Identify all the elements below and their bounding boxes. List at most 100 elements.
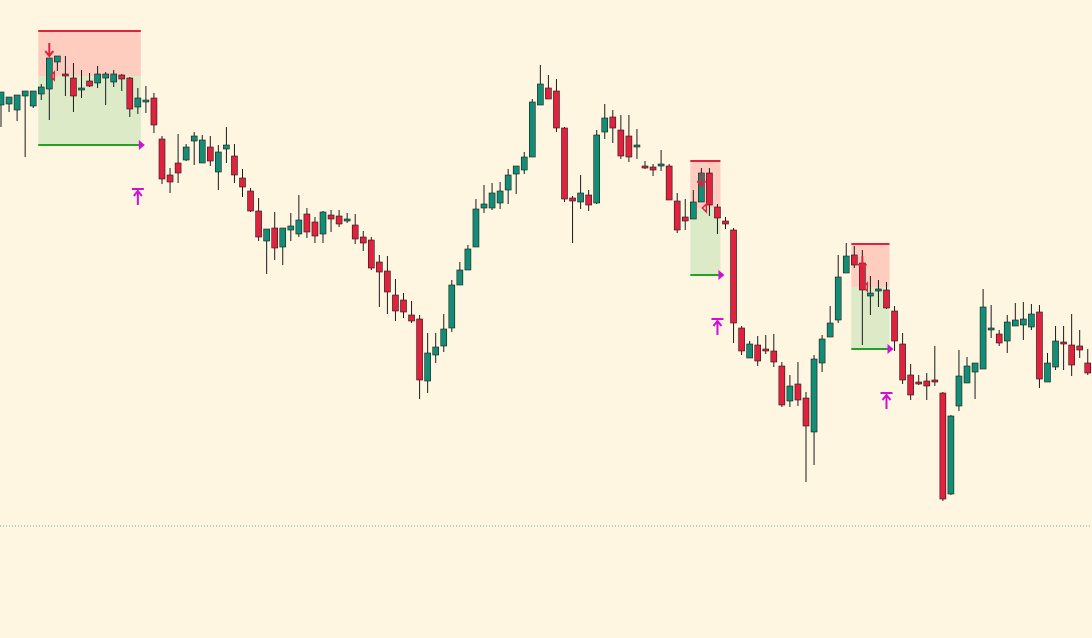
candle-67 [537, 65, 544, 106]
bull-candle-body [786, 385, 794, 402]
bull-candle-body [1052, 340, 1059, 368]
candle-39 [311, 217, 319, 243]
bear-candle-body [995, 333, 1003, 344]
candle-101 [810, 355, 818, 465]
candle-0 [0, 91, 5, 127]
candle-75 [601, 104, 609, 139]
bear-candle-body [150, 97, 158, 126]
candle-18 [142, 86, 150, 113]
candle-119 [955, 350, 963, 411]
bear-candle-body [883, 289, 890, 309]
candle-65 [520, 152, 528, 174]
candle-112 [899, 333, 906, 384]
candle-44 [351, 214, 359, 244]
bull-candle-body [512, 165, 520, 175]
bull-candle-body [456, 269, 464, 286]
candle-113 [907, 364, 914, 400]
bear-candle-body [174, 162, 182, 174]
bear-candle-body [553, 90, 560, 129]
candle-128 [1028, 304, 1035, 330]
candle-19 [150, 93, 158, 133]
bear-candle-body [915, 381, 923, 385]
candle-83 [665, 164, 673, 201]
candle-125 [1003, 315, 1011, 353]
bear-candle-body [641, 165, 649, 169]
bull-candle-body [198, 139, 206, 164]
candle-34 [271, 212, 279, 260]
bear-candle-body [850, 254, 858, 266]
bear-candle-body [303, 213, 311, 233]
bull-candle-body [867, 292, 874, 297]
bull-candle-body [29, 90, 37, 107]
candle-11 [86, 73, 93, 87]
bear-candle-body [376, 261, 383, 273]
candle-42 [335, 210, 343, 227]
bull-candle-body [472, 208, 480, 248]
candle-51 [408, 301, 415, 323]
bear-candle-body [617, 129, 625, 157]
bear-candle-body [730, 229, 737, 324]
bear-candle-body [762, 348, 770, 352]
candles-group [0, 55, 1092, 501]
bear-candle-body [770, 350, 778, 363]
candle-131 [1052, 326, 1059, 370]
bear-candle-body [166, 174, 174, 183]
candle-114 [915, 375, 923, 385]
bull-candle-body [190, 135, 198, 142]
candle-61 [488, 183, 496, 210]
bear-candle-body [609, 116, 617, 129]
exit-arrow-icon [131, 188, 144, 205]
bear-candle-body [649, 166, 657, 171]
bear-candle-body [665, 165, 673, 201]
bull-candle-body [142, 99, 150, 103]
bear-candle-body [62, 73, 69, 77]
candle-56 [448, 280, 456, 332]
exit-arrow-icon [880, 392, 893, 409]
candle-52 [416, 315, 423, 399]
candle-54 [432, 333, 440, 363]
candle-31 [247, 188, 254, 212]
candle-80 [641, 161, 649, 169]
candle-102 [818, 335, 826, 372]
bull-candle-body [110, 73, 117, 83]
bull-candle-body [955, 375, 963, 407]
bear-candle-body [400, 299, 407, 313]
candle-20 [158, 136, 166, 184]
candle-93 [746, 341, 753, 359]
bear-candle-body [681, 216, 689, 222]
candle-49 [392, 279, 399, 321]
candle-95 [762, 335, 770, 354]
candle-24 [190, 132, 198, 165]
bear-candle-body [569, 197, 576, 202]
bear-candle-body [939, 392, 947, 500]
stop-zone-2 [690, 161, 721, 208]
candle-15 [118, 74, 126, 91]
bear-candle-body [625, 135, 633, 158]
bull-candle-body [319, 211, 327, 235]
candle-59 [472, 199, 480, 248]
candle-36 [287, 213, 295, 241]
bull-candle-body [1044, 362, 1051, 383]
candle-133 [1068, 314, 1075, 376]
candle-72 [577, 175, 584, 209]
bear-candle-body [327, 214, 335, 220]
bear-candle-body [311, 221, 319, 237]
candle-1 [5, 96, 13, 112]
bear-candle-body [714, 206, 721, 219]
bear-candle-body [706, 172, 713, 206]
candle-41 [327, 210, 335, 232]
bull-candle-body [287, 225, 295, 231]
candle-92 [738, 326, 745, 355]
candle-48 [384, 256, 391, 314]
stop-zone-1 [38, 31, 141, 76]
candle-115 [923, 373, 931, 400]
bull-candle-body [223, 144, 230, 150]
candle-111 [891, 306, 898, 351]
bear-candle-body [384, 270, 391, 293]
candle-5 [37, 84, 45, 100]
bear-candle-body [899, 343, 906, 381]
candle-55 [440, 314, 448, 352]
bull-candle-body [1020, 318, 1027, 326]
bull-candle-body [343, 218, 351, 222]
